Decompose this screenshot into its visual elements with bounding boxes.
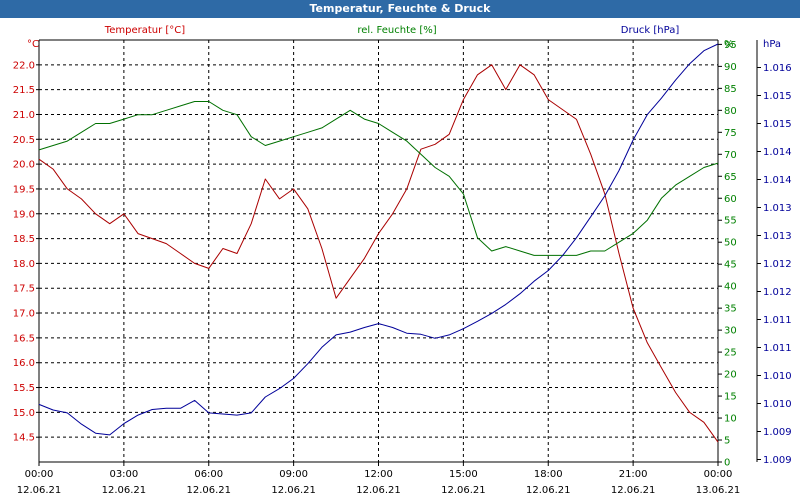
humidity-tick-label: 15 xyxy=(724,392,737,403)
humidity-tick-label: 95 xyxy=(724,40,737,51)
humidity-line xyxy=(38,101,719,256)
temperature-tick-label: 16.5 xyxy=(13,333,35,344)
x-tick-date: 12.06.21 xyxy=(611,485,656,496)
temperature-tick-label: 17.5 xyxy=(13,284,35,295)
temperature-tick-label: 21.0 xyxy=(13,110,35,121)
humidity-tick-label: 60 xyxy=(724,194,737,205)
humidity-tick-label: 20 xyxy=(724,370,737,381)
x-tick-time: 12:00 xyxy=(364,469,393,480)
legend-temperature: Temperatur [°C] xyxy=(104,25,185,36)
pressure-tick-label: 1.011 xyxy=(763,343,792,354)
title-bar xyxy=(0,0,800,18)
temperature-tick-label: 22.0 xyxy=(13,60,35,71)
x-tick-time: 18:00 xyxy=(534,469,563,480)
x-tick-date: 12.06.21 xyxy=(17,485,62,496)
humidity-tick-label: 80 xyxy=(724,106,737,117)
humidity-tick-label: 40 xyxy=(724,282,737,293)
humidity-tick-label: 50 xyxy=(724,238,737,249)
x-tick-time: 00:00 xyxy=(25,469,54,480)
temperature-tick-label: 16.0 xyxy=(13,358,35,369)
series-lines xyxy=(38,43,719,443)
pressure-tick-label: 1.014 xyxy=(763,147,792,158)
legend-pressure: Druck [hPa] xyxy=(621,25,680,36)
pressure-tick-label: 1.012 xyxy=(763,259,792,270)
pressure-tick-label: 1.013 xyxy=(763,203,792,214)
x-tick-time: 06:00 xyxy=(194,469,223,480)
x-tick-time: 15:00 xyxy=(449,469,478,480)
humidity-tick-label: 0 xyxy=(724,458,730,469)
humidity-tick-label: 35 xyxy=(724,304,737,315)
humidity-tick-label: 55 xyxy=(724,216,737,227)
temperature-tick-label: 21.5 xyxy=(13,85,35,96)
pressure-tick-label: 1.009 xyxy=(763,427,792,438)
x-tick-time: 03:00 xyxy=(109,469,138,480)
pressure-tick-label: 1.015 xyxy=(763,119,792,130)
temperature-unit-label: °C xyxy=(27,39,39,50)
temperature-tick-label: 15.0 xyxy=(13,408,35,419)
pressure-tick-label: 1.010 xyxy=(763,399,792,410)
temperature-tick-label: 18.0 xyxy=(13,259,35,270)
grid xyxy=(39,40,718,462)
x-tick-date: 12.06.21 xyxy=(102,485,147,496)
x-tick-date: 12.06.21 xyxy=(271,485,316,496)
pressure-tick-label: 1.014 xyxy=(763,175,792,186)
humidity-tick-label: 25 xyxy=(724,348,737,359)
x-tick-time: 00:00 xyxy=(704,469,733,480)
pressure-tick-label: 1.010 xyxy=(763,371,792,382)
temperature-tick-label: 14.5 xyxy=(13,433,35,444)
humidity-tick-label: 90 xyxy=(724,62,737,73)
tick-labels: 14.5 15.0 15.5 16.0 16.5 17.0 17.5 18.0 18.5 19.0… xyxy=(13,40,792,496)
temperature-tick-label: 19.0 xyxy=(13,209,35,220)
x-tick-date: 13.06.21 xyxy=(696,485,741,496)
humidity-tick-label: 10 xyxy=(724,414,737,425)
humidity-tick-label: 5 xyxy=(724,436,730,447)
x-tick-date: 12.06.21 xyxy=(356,485,401,496)
x-tick-date: 12.06.21 xyxy=(441,485,486,496)
temperature-tick-label: 15.5 xyxy=(13,383,35,394)
pressure-tick-label: 1.015 xyxy=(763,91,792,102)
humidity-tick-label: 70 xyxy=(724,150,737,161)
legend-humidity: rel. Feuchte [%] xyxy=(357,25,436,36)
pressure-line xyxy=(38,43,719,436)
pressure-unit-label: hPa xyxy=(763,39,781,50)
temperature-tick-label: 18.5 xyxy=(13,234,35,245)
temperature-tick-label: 20.0 xyxy=(13,160,35,171)
temperature-tick-label: 20.5 xyxy=(13,135,35,146)
pressure-tick-label: 1.016 xyxy=(763,63,792,74)
humidity-tick-label: 65 xyxy=(724,172,737,183)
humidity-tick-label: 45 xyxy=(724,260,737,271)
temperature-tick-label: 17.0 xyxy=(13,309,35,320)
pressure-tick-label: 1.012 xyxy=(763,287,792,298)
temperature-tick-label: 19.5 xyxy=(13,184,35,195)
humidity-tick-label: 30 xyxy=(724,326,737,337)
humidity-tick-label: 75 xyxy=(724,128,737,139)
x-tick-date: 12.06.21 xyxy=(186,485,231,496)
x-tick-time: 21:00 xyxy=(619,469,648,480)
x-tick-time: 09:00 xyxy=(279,469,308,480)
x-tick-date: 12.06.21 xyxy=(526,485,571,496)
pressure-tick-label: 1.013 xyxy=(763,231,792,242)
pressure-tick-label: 1.011 xyxy=(763,315,792,326)
pressure-tick-label: 1.009 xyxy=(763,455,792,466)
humidity-tick-label: 85 xyxy=(724,84,737,95)
temperature-line xyxy=(38,64,719,443)
humidity-unit-label: % xyxy=(724,39,734,50)
window-title: Temperatur, Feuchte & Druck xyxy=(309,2,491,15)
